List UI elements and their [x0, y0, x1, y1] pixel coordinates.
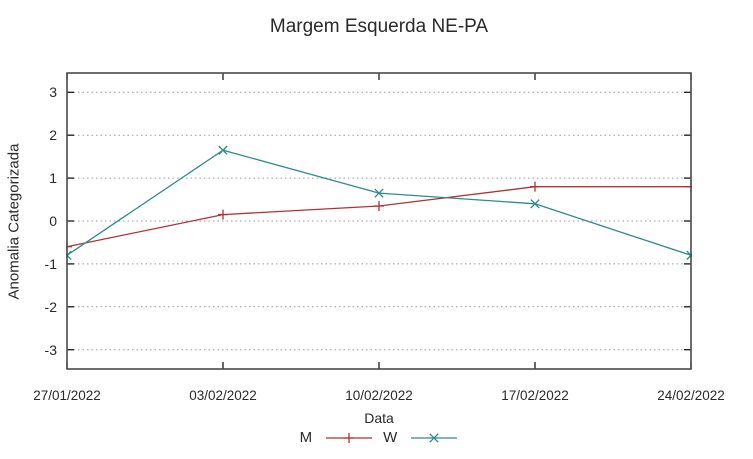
x-axis-label: Data — [364, 410, 394, 426]
y-tick-label: 0 — [49, 213, 57, 229]
legend-label-W: W — [383, 429, 398, 446]
x-tick-label: 27/01/2022 — [33, 388, 101, 403]
y-tick-label: -2 — [44, 298, 57, 315]
y-tick-label: 2 — [49, 127, 57, 144]
x-tick-label: 10/02/2022 — [345, 388, 413, 403]
x-tick-label: 24/02/2022 — [657, 388, 725, 403]
y-tick-label: -1 — [44, 255, 57, 272]
y-tick-label: 3 — [49, 84, 57, 101]
legend-label-M: M — [299, 429, 313, 446]
plot-border — [66, 72, 692, 370]
x-tick-label: 17/02/2022 — [501, 388, 569, 403]
marker-cross-W — [218, 145, 228, 155]
legend-marker-plus — [344, 432, 355, 443]
legend-entry-W: W — [383, 429, 458, 446]
legend-sample-W — [411, 432, 458, 443]
series-line-M — [66, 186, 691, 248]
y-tick-label: -3 — [44, 341, 57, 358]
marker-cross-W — [374, 188, 384, 198]
chart-title: Margem Esquerda NE-PA — [269, 16, 489, 37]
legend-sample-M — [326, 432, 373, 443]
marker-cross-W — [530, 199, 540, 209]
y-tick-label: 1 — [49, 170, 57, 187]
legend-entry-M: M — [300, 429, 374, 446]
marker-plus-M — [530, 181, 540, 192]
x-tick-label: 03/02/2022 — [189, 388, 257, 403]
series-group-M — [66, 181, 692, 252]
marker-plus-M — [374, 200, 384, 211]
legend-marker-cross — [429, 432, 439, 443]
marker-plus-M — [218, 209, 228, 220]
